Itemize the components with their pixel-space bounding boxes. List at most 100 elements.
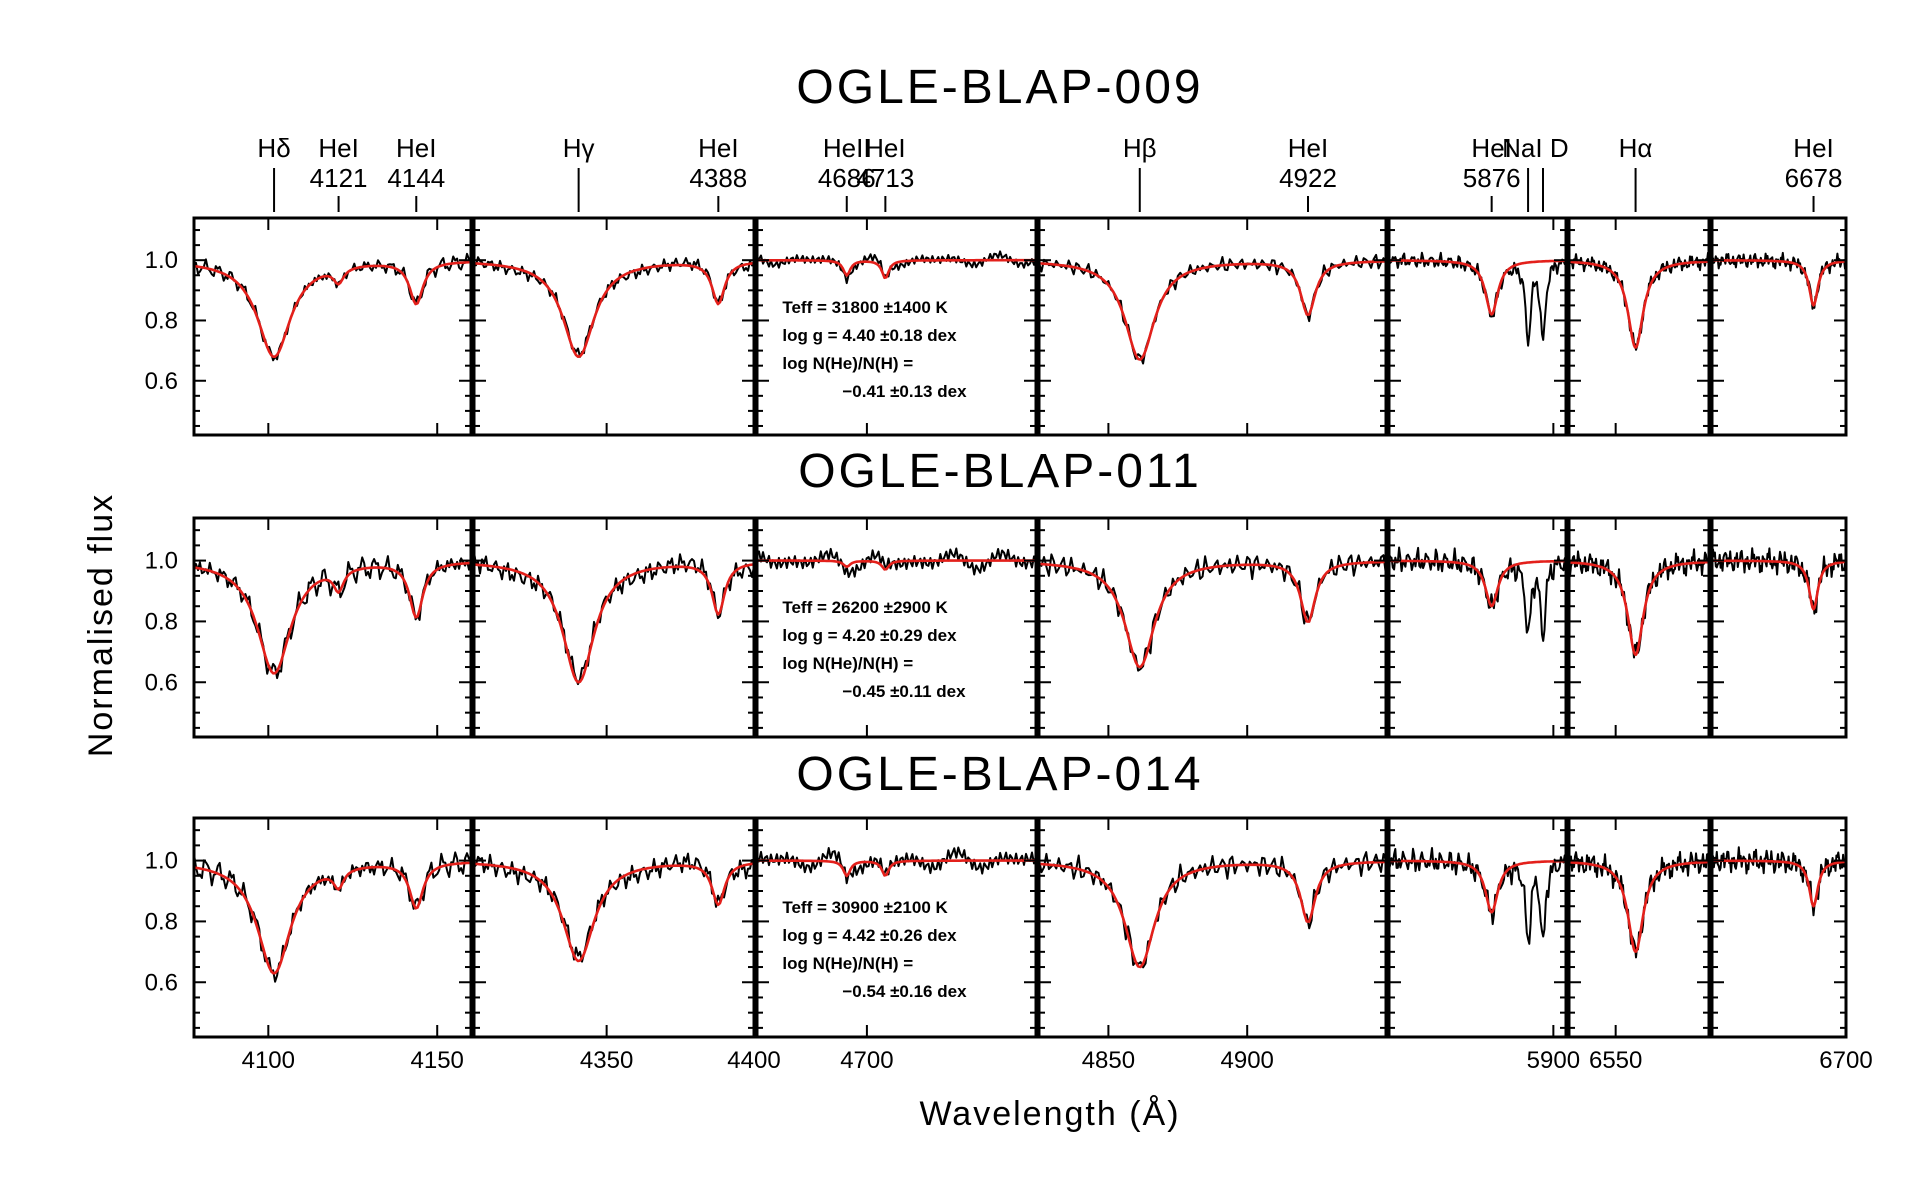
model-spectrum <box>473 261 755 358</box>
model-spectrum <box>1568 260 1710 349</box>
x-axis-title: Wavelength (Å) <box>919 1095 1180 1133</box>
panel-frame <box>1567 516 1711 739</box>
y-tick-label: 0.8 <box>145 608 178 635</box>
x-tick-label: 4400 <box>727 1047 780 1074</box>
observed-spectrum <box>756 547 1037 578</box>
panel-frame <box>1710 516 1848 739</box>
x-tick-label: 4850 <box>1082 1047 1135 1074</box>
panel-frame <box>1710 816 1848 1039</box>
panel-2-0 <box>192 816 473 1039</box>
model-spectrum <box>757 258 1036 280</box>
y-tick-label: 1.0 <box>145 848 178 875</box>
spectrum-rows: OGLE-BLAP-009 1.0 0.8 0.6 Teff = 31800 ±1400… <box>145 61 1848 1039</box>
panel-frame <box>755 816 1038 1039</box>
model-spectrum <box>1711 559 1847 611</box>
line-name: HeI <box>698 133 738 163</box>
line-wavelength: 4922 <box>1279 163 1337 193</box>
observed-spectrum <box>1038 851 1387 969</box>
model-spectrum <box>193 861 472 975</box>
y-tick-label: 0.8 <box>145 908 178 935</box>
x-tick-label: 4700 <box>840 1047 893 1074</box>
panel-1-6 <box>1710 516 1848 739</box>
panel-0-4 <box>1387 216 1568 437</box>
observed-spectrum <box>193 851 472 983</box>
fit-parameter: log g = 4.20 ±0.29 dex <box>782 626 957 645</box>
model-spectrum <box>1038 560 1387 669</box>
panel-1-0 <box>192 516 473 739</box>
panel-1-2 <box>755 516 1038 739</box>
line-name: HeI <box>1288 133 1328 163</box>
line-name: HeI <box>318 133 358 163</box>
panel-frame <box>192 816 473 1039</box>
panel-2-5 <box>1567 816 1711 1039</box>
model-spectrum <box>1568 860 1710 953</box>
panel-frame <box>755 216 1038 437</box>
fit-parameter: Teff = 30900 ±2100 K <box>782 898 948 917</box>
x-tick-label: 4350 <box>580 1047 633 1074</box>
line-name: Hδ <box>257 133 290 163</box>
model-spectrum <box>1389 259 1566 316</box>
spectrum-row-1: OGLE-BLAP-011 1.0 0.8 0.6 Teff = 26200 ±2900… <box>145 445 1848 739</box>
x-tick-label: 6550 <box>1589 1047 1642 1074</box>
panel-2-6 <box>1710 816 1848 1039</box>
line-label-3: Hγ <box>563 133 595 212</box>
observed-spectrum <box>1711 547 1847 615</box>
panel-0-3 <box>1037 216 1388 437</box>
fit-parameter: log g = 4.42 ±0.26 dex <box>782 926 957 945</box>
observed-spectrum <box>193 252 472 362</box>
panel-frame <box>1037 516 1388 739</box>
line-name: HeII <box>823 133 871 163</box>
panel-frame <box>1387 516 1568 739</box>
panel-frame <box>1037 216 1388 437</box>
y-tick-label: 0.8 <box>145 307 178 334</box>
y-tick-label: 0.6 <box>145 669 178 696</box>
fit-parameter: log N(He)/N(H) = <box>782 654 913 673</box>
observed-spectrum <box>1711 846 1847 917</box>
line-name: HeI <box>1793 133 1833 163</box>
panel-1-4 <box>1387 516 1568 739</box>
model-spectrum <box>1389 559 1566 608</box>
line-label-10: NaI D <box>1502 133 1569 212</box>
observed-spectrum <box>473 256 755 358</box>
line-label-11: Hα <box>1619 133 1652 212</box>
fit-parameter: Teff = 26200 ±2900 K <box>782 598 948 617</box>
line-name: HeI <box>1471 133 1511 163</box>
line-wavelength: 4121 <box>310 163 368 193</box>
y-tick-label: 0.6 <box>145 368 178 395</box>
row-title: OGLE-BLAP-009 <box>796 61 1203 114</box>
model-spectrum <box>1038 860 1387 969</box>
x-tick-label: 4100 <box>242 1047 295 1074</box>
model-spectrum <box>1711 859 1847 908</box>
y-tick-label: 1.0 <box>145 548 178 575</box>
fit-parameter: log g = 4.40 ±0.18 dex <box>782 326 957 345</box>
panel-frame <box>192 216 473 437</box>
observed-spectrum <box>1038 553 1387 672</box>
panel-1-3 <box>1037 516 1388 739</box>
spectrum-row-0: OGLE-BLAP-009 1.0 0.8 0.6 Teff = 31800 ±1400… <box>145 61 1848 437</box>
line-name: HeI <box>865 133 905 163</box>
panel-frame <box>472 816 756 1039</box>
panel-0-1 <box>472 216 756 437</box>
line-wavelength: 4713 <box>856 163 914 193</box>
fit-parameter: log N(He)/N(H) = <box>782 354 913 373</box>
panel-frame <box>472 216 756 437</box>
model-spectrum <box>193 260 472 358</box>
fit-parameter: −0.54 ±0.16 dex <box>842 982 967 1001</box>
fit-parameter: −0.45 ±0.11 dex <box>842 682 966 701</box>
model-spectrum <box>193 561 472 675</box>
observed-spectrum <box>756 846 1037 885</box>
model-spectrum <box>757 859 1036 878</box>
observed-spectrum <box>1388 251 1567 347</box>
spectrum-row-2: OGLE-BLAP-014 1.0 0.8 0.6 Teff = 30900 ±2100… <box>145 748 1848 1039</box>
model-spectrum <box>1568 560 1710 656</box>
panel-frame <box>1037 816 1388 1039</box>
observed-spectrum <box>1388 847 1567 945</box>
observed-spectrum <box>756 250 1037 285</box>
fit-parameter: Teff = 31800 ±1400 K <box>782 298 948 317</box>
